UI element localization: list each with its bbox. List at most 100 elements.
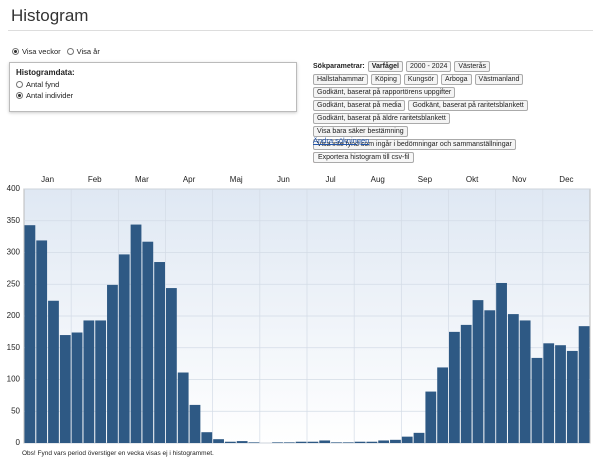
- x-tick-label: Sep: [418, 175, 433, 184]
- bar: [59, 335, 71, 443]
- bar: [543, 343, 555, 443]
- search-tag: Godkänt, baserat på rapportörens uppgift…: [313, 87, 456, 98]
- bar: [283, 442, 295, 443]
- bar: [390, 439, 401, 443]
- bar: [130, 224, 142, 443]
- divider: [8, 30, 593, 31]
- page-title: Histogram: [11, 6, 89, 25]
- search-tag: 2000 - 2024: [406, 61, 452, 72]
- radio-label: Visa år: [76, 47, 100, 56]
- radio-option[interactable]: Antal individer: [16, 91, 284, 100]
- bar: [507, 314, 519, 443]
- bar: [272, 442, 283, 443]
- bar: [319, 440, 331, 443]
- bar: [48, 300, 59, 443]
- period-options: Visa veckor Visa år: [12, 42, 106, 60]
- search-tag: Västerås: [454, 61, 490, 72]
- bar: [413, 432, 425, 443]
- x-tick-label: Apr: [183, 175, 196, 184]
- x-tick-label: Jan: [41, 175, 54, 184]
- search-tag: Västmanland: [474, 74, 524, 85]
- x-tick-label: Feb: [88, 175, 102, 184]
- chart: 0 50 100 150 200 250 300 350 400 Jan Feb Mar Apr Maj J…: [7, 175, 591, 447]
- y-tick-label: 250: [7, 279, 21, 288]
- change-search-link[interactable]: Ändra sökningen: [313, 136, 370, 145]
- search-tag: Köping: [371, 74, 401, 85]
- bar: [166, 288, 177, 443]
- bar: [95, 320, 107, 443]
- radio-label: Visa veckor: [22, 47, 61, 56]
- bar: [484, 310, 496, 443]
- radio-button[interactable]: [16, 92, 23, 99]
- bar: [213, 439, 224, 443]
- bar: [154, 262, 165, 443]
- bar: [531, 357, 543, 443]
- x-tick-label: Mar: [135, 175, 149, 184]
- bar: [236, 441, 248, 443]
- x-tick-label: Maj: [230, 175, 243, 184]
- radio-button[interactable]: [66, 48, 74, 55]
- y-tick-label: 200: [7, 311, 21, 320]
- histogram-options: Antal fynd Antal individer: [16, 80, 290, 100]
- x-tick-label: Jul: [325, 175, 335, 184]
- bar: [472, 300, 484, 443]
- search-tag: Arboga: [440, 74, 472, 85]
- bar: [331, 442, 342, 443]
- search-tag: Godkänt, baserat på media: [313, 100, 406, 111]
- bar: [248, 442, 260, 443]
- bar: [578, 326, 590, 443]
- x-tick-label: Nov: [512, 175, 526, 184]
- bar: [449, 331, 460, 443]
- search-tag: Visa inte fynd som ingår i bedömningar o…: [313, 139, 516, 150]
- x-tick-label: Aug: [371, 175, 385, 184]
- bar: [307, 441, 319, 443]
- bar: [24, 225, 36, 443]
- bar: [295, 441, 307, 443]
- bar: [83, 320, 95, 443]
- radio-button[interactable]: [12, 48, 19, 55]
- bar: [36, 240, 48, 443]
- x-tick-label: Okt: [466, 175, 479, 184]
- bar: [71, 332, 83, 443]
- bar: [224, 441, 236, 443]
- search-tag: Kungsör: [403, 74, 438, 85]
- search-label: Sökparametrar:: [313, 63, 365, 70]
- bar: [354, 441, 366, 443]
- footnote: Obs! Fynd vars period överstiger en veck…: [22, 450, 214, 457]
- radio-label: Antal individer: [26, 91, 74, 100]
- bar: [555, 345, 566, 443]
- x-tick-label: Jun: [277, 175, 290, 184]
- search-tag: Hallstahammar: [313, 74, 369, 85]
- search-tag: Godkänt, baserat på raritetsblankett: [408, 100, 528, 111]
- radio-button[interactable]: [16, 81, 23, 88]
- search-tag: Godkänt, baserat på äldre raritetsblanke…: [313, 113, 450, 124]
- bar: [366, 441, 378, 443]
- bar: [201, 432, 213, 443]
- panel-title: Histogramdata:: [16, 68, 75, 77]
- y-tick-label: 100: [7, 375, 21, 384]
- radio-label: Antal fynd: [26, 80, 60, 89]
- bar: [401, 436, 413, 443]
- y-tick-label: 300: [7, 248, 21, 257]
- radio-option[interactable]: Antal fynd: [16, 80, 284, 89]
- bar: [519, 320, 531, 443]
- bar: [189, 404, 201, 443]
- x-tick-label: Dec: [559, 175, 573, 184]
- bar: [378, 440, 390, 443]
- bar: [496, 282, 507, 443]
- bar: [107, 284, 118, 443]
- bar: [118, 254, 130, 443]
- bar: [142, 241, 154, 443]
- export-button[interactable]: Exportera histogram till csv-fil: [313, 152, 415, 163]
- bar: [437, 367, 448, 443]
- search-tag: Visa bara säker bestämning: [313, 126, 408, 137]
- histogram-data-panel: Histogramdata: Antal fynd Antal individer: [9, 62, 297, 112]
- radio-option[interactable]: Visa år: [66, 47, 100, 56]
- bar: [566, 350, 578, 443]
- radio-option[interactable]: Visa veckor: [12, 47, 61, 56]
- y-tick-label: 50: [11, 406, 20, 415]
- bar: [342, 442, 354, 443]
- bar: [177, 372, 189, 443]
- search-tag: Varfågel: [367, 61, 403, 72]
